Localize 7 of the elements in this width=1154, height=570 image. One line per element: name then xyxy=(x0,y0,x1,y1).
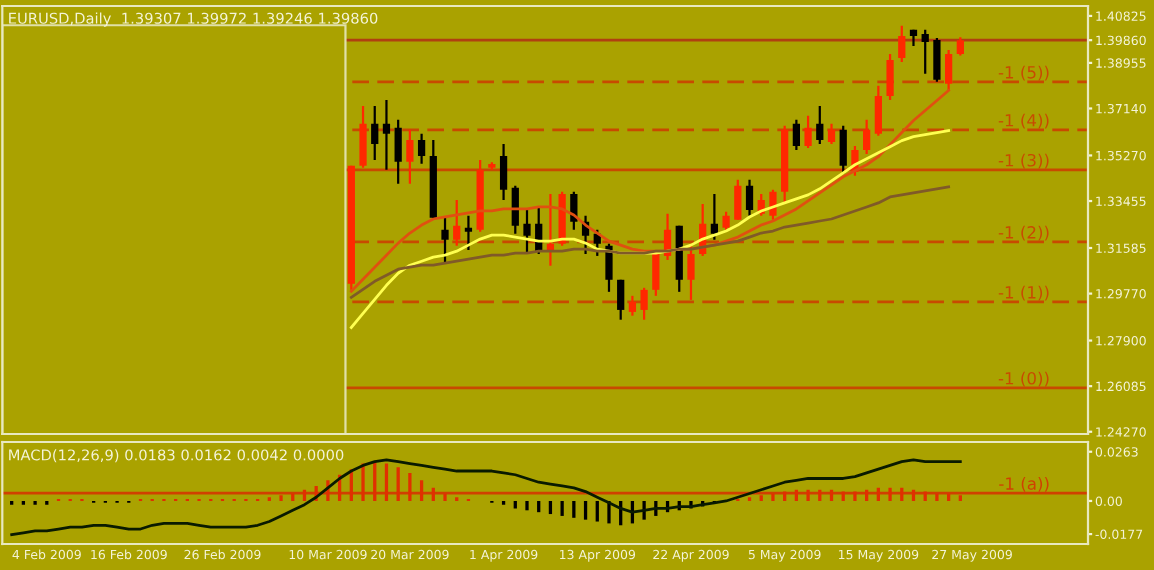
annotation: -1 (4)) xyxy=(998,113,1049,129)
annotation: -1 (5)) xyxy=(998,65,1049,81)
annotation: -1 (0)) xyxy=(998,371,1049,387)
annotation: -1 (2)) xyxy=(998,225,1049,241)
annotation: -1 (1)) xyxy=(998,285,1049,301)
ref-line-label: -1 (a)) xyxy=(999,476,1049,492)
annotation: -1 (3)) xyxy=(998,153,1049,169)
